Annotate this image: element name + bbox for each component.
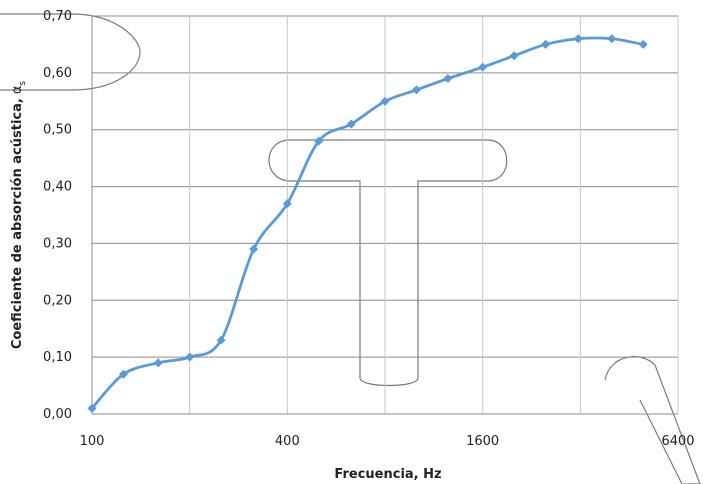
data-point	[153, 358, 163, 368]
data-point	[118, 369, 128, 379]
data-point	[573, 34, 583, 44]
x-tick-label: 100	[80, 434, 105, 449]
data-point	[541, 39, 551, 49]
x-tick-label: 400	[275, 434, 300, 449]
x-tick-labels: 100 400 1600 6400	[80, 434, 695, 449]
y-tick-label: 0,50	[43, 123, 72, 138]
data-point	[216, 335, 226, 345]
data-point	[411, 85, 421, 95]
y-tick-label: 0,20	[43, 293, 72, 308]
y-tick-label: 0,40	[43, 180, 72, 195]
y-axis-title-symbol: α	[10, 86, 25, 95]
y-axis-title-text: Coeficiente de absorción acústica,	[10, 98, 25, 349]
y-tick-label: 0,30	[43, 236, 72, 251]
data-point	[314, 136, 324, 146]
x-tick-label: 1600	[466, 434, 499, 449]
y-axis-title: Coeficiente de absorción acústica, αs	[10, 81, 28, 350]
data-point	[87, 403, 97, 413]
data-point	[249, 244, 259, 254]
data-point	[478, 62, 488, 72]
data-point	[185, 352, 195, 362]
y-tick-label: 0,60	[43, 66, 72, 81]
y-axis-title-subscript: s	[18, 81, 28, 86]
data-point	[346, 119, 356, 129]
data-point	[607, 34, 617, 44]
series-line	[90, 36, 644, 410]
y-tick-labels: 0,00 0,10 0,20 0,30 0,40 0,50 0,60 0,70	[43, 9, 72, 422]
data-point	[443, 74, 453, 84]
gridlines	[91, 15, 679, 415]
y-tick-label: 0,10	[43, 350, 72, 365]
x-axis-title: Frecuencia, Hz	[334, 467, 441, 482]
series-group	[87, 34, 648, 413]
y-tick-label: 0,00	[43, 407, 72, 422]
data-point	[638, 39, 648, 49]
x-tick-label: 6400	[661, 434, 694, 449]
data-point	[282, 199, 292, 209]
data-point	[380, 96, 390, 106]
axes	[91, 16, 678, 415]
data-point	[509, 51, 519, 61]
y-tick-label: 0,70	[43, 9, 72, 24]
